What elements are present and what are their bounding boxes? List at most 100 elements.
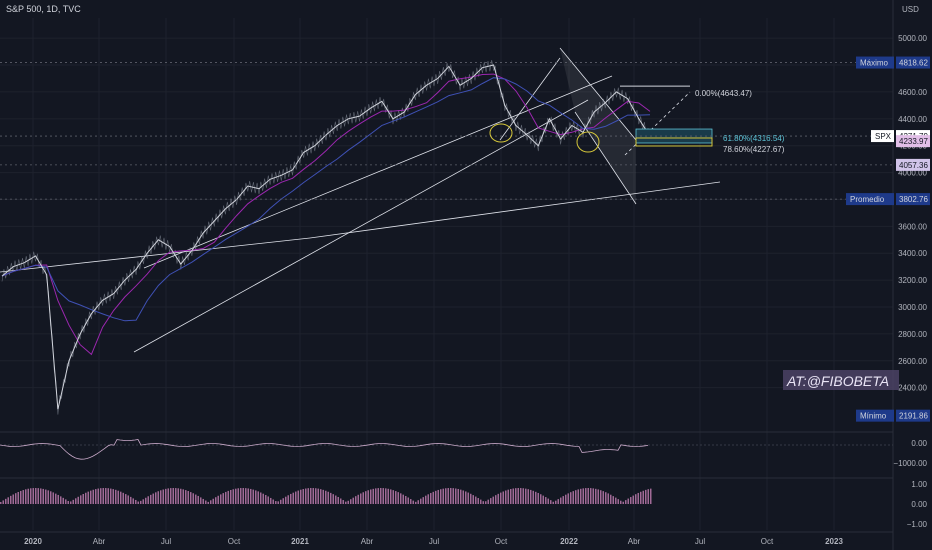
histogram-bar — [342, 500, 344, 504]
histogram-bar — [122, 492, 124, 504]
histogram-bar — [630, 497, 632, 504]
histogram-bar — [480, 499, 482, 504]
histogram-bar — [115, 489, 117, 504]
histogram-bar — [525, 488, 527, 504]
histogram-bar — [585, 488, 587, 504]
histogram-bar — [172, 488, 174, 504]
price-axis: 2400.00 2600.00 2800.00 3000.00 3200.00 3400.… — [898, 34, 927, 393]
histogram-bar — [455, 488, 457, 504]
histogram-bar — [367, 490, 369, 504]
histogram-bar — [560, 497, 562, 504]
trend-line — [309, 181, 721, 239]
y-tick-label: 4600.00 — [898, 88, 927, 97]
histogram-bar — [410, 499, 412, 504]
histogram-bar — [210, 500, 212, 504]
histogram-bar — [412, 500, 414, 504]
histogram-bar — [40, 488, 42, 504]
histogram-bar — [47, 490, 49, 504]
level-4057-tag-bg — [896, 158, 930, 171]
histogram-bar — [247, 488, 249, 504]
histogram-bar — [502, 491, 504, 504]
histogram-bar — [500, 492, 502, 504]
histogram-bar — [150, 494, 152, 504]
histogram-bar — [572, 491, 574, 504]
histogram-bar — [535, 491, 537, 504]
histogram-bar — [372, 488, 374, 504]
histogram-bar — [57, 494, 59, 504]
histogram-bar — [102, 488, 104, 504]
histogram-bar — [550, 500, 552, 504]
histogram-bar — [577, 489, 579, 504]
histogram-bar — [597, 489, 599, 504]
histogram-bar — [380, 488, 382, 504]
histogram-bar — [532, 490, 534, 504]
histogram-bar — [377, 488, 379, 504]
histogram-bar — [62, 497, 64, 504]
x-tick-label: Jul — [429, 537, 439, 546]
watermark-box — [783, 370, 899, 390]
histogram-bar — [337, 496, 339, 504]
histogram-bar — [0, 502, 2, 504]
histogram-bar — [85, 492, 87, 504]
histogram-bar — [187, 491, 189, 504]
histogram-bar — [60, 496, 62, 504]
histogram-bar — [77, 496, 79, 504]
histogram-bar — [37, 488, 39, 504]
maximo-tag-value: 4818.62 — [899, 59, 928, 68]
y-tick-label: 3200.00 — [898, 276, 927, 285]
histogram-bar — [352, 497, 354, 504]
histogram-bar — [137, 501, 139, 504]
x-tick-label: Abr — [628, 537, 641, 546]
y-tick-label: 3000.00 — [898, 303, 927, 312]
fibonacci-levels — [0, 62, 893, 200]
histogram-bar — [570, 492, 572, 504]
histogram-bar — [92, 489, 94, 504]
histogram-bar — [382, 488, 384, 504]
histogram-bar — [387, 488, 389, 504]
histogram-bar — [190, 492, 192, 504]
histogram-bar — [142, 499, 144, 504]
histogram-bar — [385, 488, 387, 504]
histogram-bar — [15, 493, 17, 504]
y-tick-label: 2800.00 — [898, 330, 927, 339]
histogram-bar — [320, 489, 322, 504]
histogram-bar — [490, 498, 492, 504]
histogram-bar — [520, 488, 522, 504]
histogram-bar — [22, 490, 24, 504]
histogram-bar — [145, 497, 147, 504]
trend-line — [499, 57, 561, 141]
histogram-bar — [75, 498, 77, 504]
histogram-bar — [405, 496, 407, 504]
histogram-bar — [297, 490, 299, 504]
histogram-bar — [230, 489, 232, 504]
time-axis: 2020 Abr Jul Oct 2021 Abr Jul Oct 2022 Abr Jul Oct 2… — [24, 537, 843, 546]
histogram-bar — [52, 492, 54, 504]
histogram-bar — [132, 498, 134, 504]
histogram-bar — [355, 496, 357, 504]
histogram-bar — [640, 491, 642, 504]
histogram-bar — [155, 492, 157, 504]
histogram-bar — [305, 488, 307, 504]
histogram-bar — [140, 500, 142, 504]
histogram-bar — [335, 495, 337, 504]
histogram-bar — [315, 488, 317, 504]
histogram-bar — [347, 500, 349, 504]
histogram-bar — [25, 489, 27, 504]
histogram-bar — [152, 493, 154, 504]
histogram-bar — [250, 488, 252, 504]
histogram-bar — [217, 495, 219, 504]
histogram-bar — [105, 488, 107, 504]
histogram-bar — [215, 497, 217, 504]
watermark-text: AT:@FIBOBETA — [786, 373, 889, 389]
histogram-bar — [332, 494, 334, 504]
histogram-bar — [275, 501, 277, 504]
indicator2-tick: −1.00 — [907, 520, 928, 529]
currency-label: USD — [902, 5, 919, 14]
histogram-bar — [582, 488, 584, 504]
trend-line — [143, 75, 613, 269]
histogram-bar — [302, 489, 304, 504]
histogram-bar — [522, 488, 524, 504]
histogram-bar — [450, 488, 452, 504]
histogram-bar — [650, 488, 652, 504]
